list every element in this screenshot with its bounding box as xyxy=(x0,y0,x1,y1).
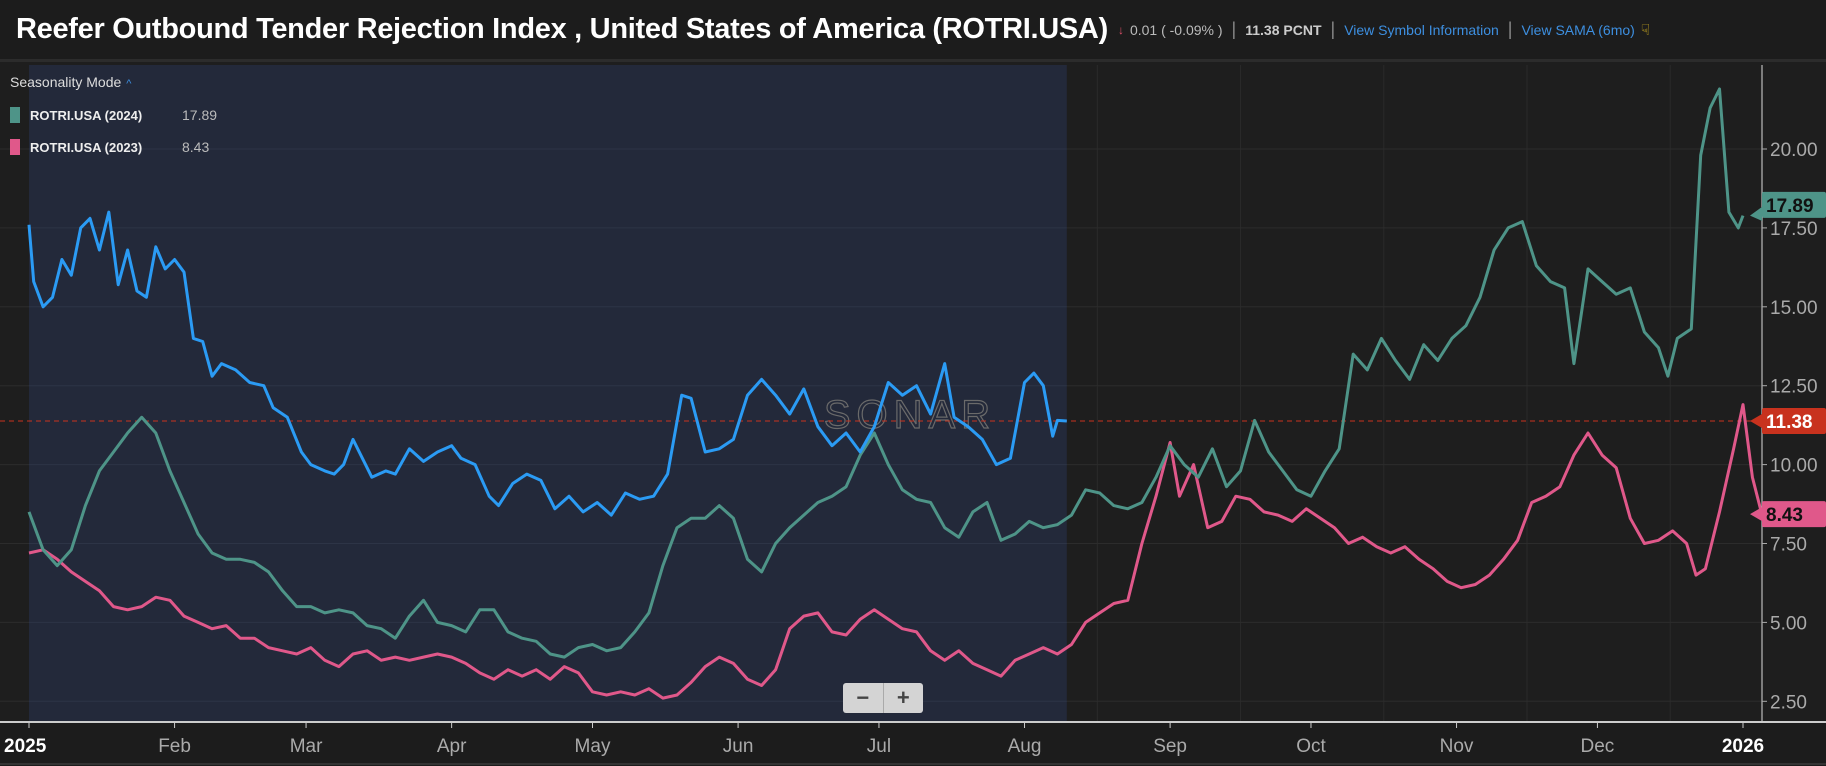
value-tag-2024: 17.89 xyxy=(1750,191,1826,221)
value-tag-background xyxy=(1762,501,1826,528)
x-tick-label: Sep xyxy=(1153,736,1187,757)
legend-item[interactable]: ROTRI.USA (2024) 17.89 xyxy=(10,99,217,131)
divider: | xyxy=(1507,19,1513,39)
legend-value: 8.43 xyxy=(182,139,210,155)
chevron-up-icon[interactable]: ^ xyxy=(126,78,132,90)
legend-swatch xyxy=(10,139,20,155)
x-tick-label: Dec xyxy=(1581,736,1615,757)
y-tick-label: 5.00 xyxy=(1770,613,1807,634)
seasonality-mode-toggle[interactable]: Seasonality Mode ^ xyxy=(10,74,217,90)
x-tick-label: Apr xyxy=(437,736,467,757)
value-tag-current: 11.38 xyxy=(1750,408,1826,435)
legend: Seasonality Mode ^ ROTRI.USA (2024) 17.89… xyxy=(10,74,217,163)
x-tick-label: May xyxy=(575,736,611,757)
x-tick-label: Feb xyxy=(158,736,191,757)
view-symbol-information-link[interactable]: View Symbol Information xyxy=(1344,21,1499,38)
series-line-rotri-usa-2025- xyxy=(27,210,1067,517)
x-tick-label: 2025 xyxy=(4,736,47,757)
y-tick-label: 2.50 xyxy=(1770,692,1807,713)
value-tag-pointer xyxy=(1750,507,1762,522)
zoom-controls: − + xyxy=(843,683,923,713)
y-tick-label: 12.50 xyxy=(1770,377,1818,398)
y-tick-label: 17.50 xyxy=(1770,219,1818,240)
value-tag-background xyxy=(1762,408,1826,435)
value-tag-background xyxy=(1762,191,1826,218)
x-tick-label: Oct xyxy=(1296,736,1326,757)
legend-item[interactable]: ROTRI.USA (2023) 8.43 xyxy=(10,131,217,163)
current-value: 11.38 PCNT xyxy=(1245,21,1322,38)
chart-title: Reefer Outbound Tender Rejection Index ,… xyxy=(16,13,1108,45)
divider: | xyxy=(1330,19,1336,39)
x-tick-label: Nov xyxy=(1440,736,1474,757)
y-tick-label: 7.50 xyxy=(1770,535,1807,556)
series-group xyxy=(0,87,1764,700)
legend-name: ROTRI.USA (2024) xyxy=(30,107,143,123)
axes: 2.50 5.00 7.50 10.00 12.50 15.00 17.50 20.00 202… xyxy=(0,65,1826,766)
value-tag-text: 8.43 xyxy=(1766,505,1803,526)
value-tag-text: 11.38 xyxy=(1766,412,1813,433)
shaded-range xyxy=(29,65,1067,722)
x-tick-label: Jul xyxy=(867,736,891,757)
watermark: SONAR xyxy=(824,393,996,437)
chart-header: Reefer Outbound Tender Rejection Index ,… xyxy=(0,0,1826,62)
series-line-rotri-usa-2023- xyxy=(28,403,1764,700)
x-tick-label: 2026 xyxy=(1722,736,1764,757)
hand-pointer-icon[interactable]: ☟ xyxy=(1640,21,1650,39)
series-line-rotri-usa-2024- xyxy=(27,87,1745,659)
y-tick-label: 20.00 xyxy=(1770,140,1818,161)
divider: | xyxy=(1231,19,1237,39)
view-sama-link[interactable]: View SAMA (6mo) xyxy=(1521,21,1635,38)
value-tag-pointer xyxy=(1750,414,1762,429)
value-tag-text: 17.89 xyxy=(1766,196,1814,217)
y-tick-label: 10.00 xyxy=(1770,456,1818,477)
legend-name: ROTRI.USA (2023) xyxy=(30,139,143,155)
zoom-in-button[interactable]: + xyxy=(896,685,910,710)
value-tag-2023: 8.43 xyxy=(1750,501,1826,528)
zoom-out-button[interactable]: − xyxy=(843,683,884,713)
value-labels: 17.89 11.38 8.43 xyxy=(1750,191,1826,528)
x-tick-label: Jun xyxy=(723,736,754,757)
legend-swatch xyxy=(10,107,20,123)
y-tick-label: 15.00 xyxy=(1770,298,1818,319)
legend-value: 17.89 xyxy=(182,107,218,123)
x-tick-label: Mar xyxy=(290,736,323,757)
change-value: 0.01 ( -0.09% ) xyxy=(1129,21,1223,38)
x-tick-label: Aug xyxy=(1008,736,1042,757)
value-tag-pointer xyxy=(1750,206,1762,221)
seasonality-mode-label: Seasonality Mode xyxy=(10,74,122,90)
down-arrow-icon: ↓ xyxy=(1117,22,1124,37)
x-axis-band xyxy=(0,723,1826,766)
